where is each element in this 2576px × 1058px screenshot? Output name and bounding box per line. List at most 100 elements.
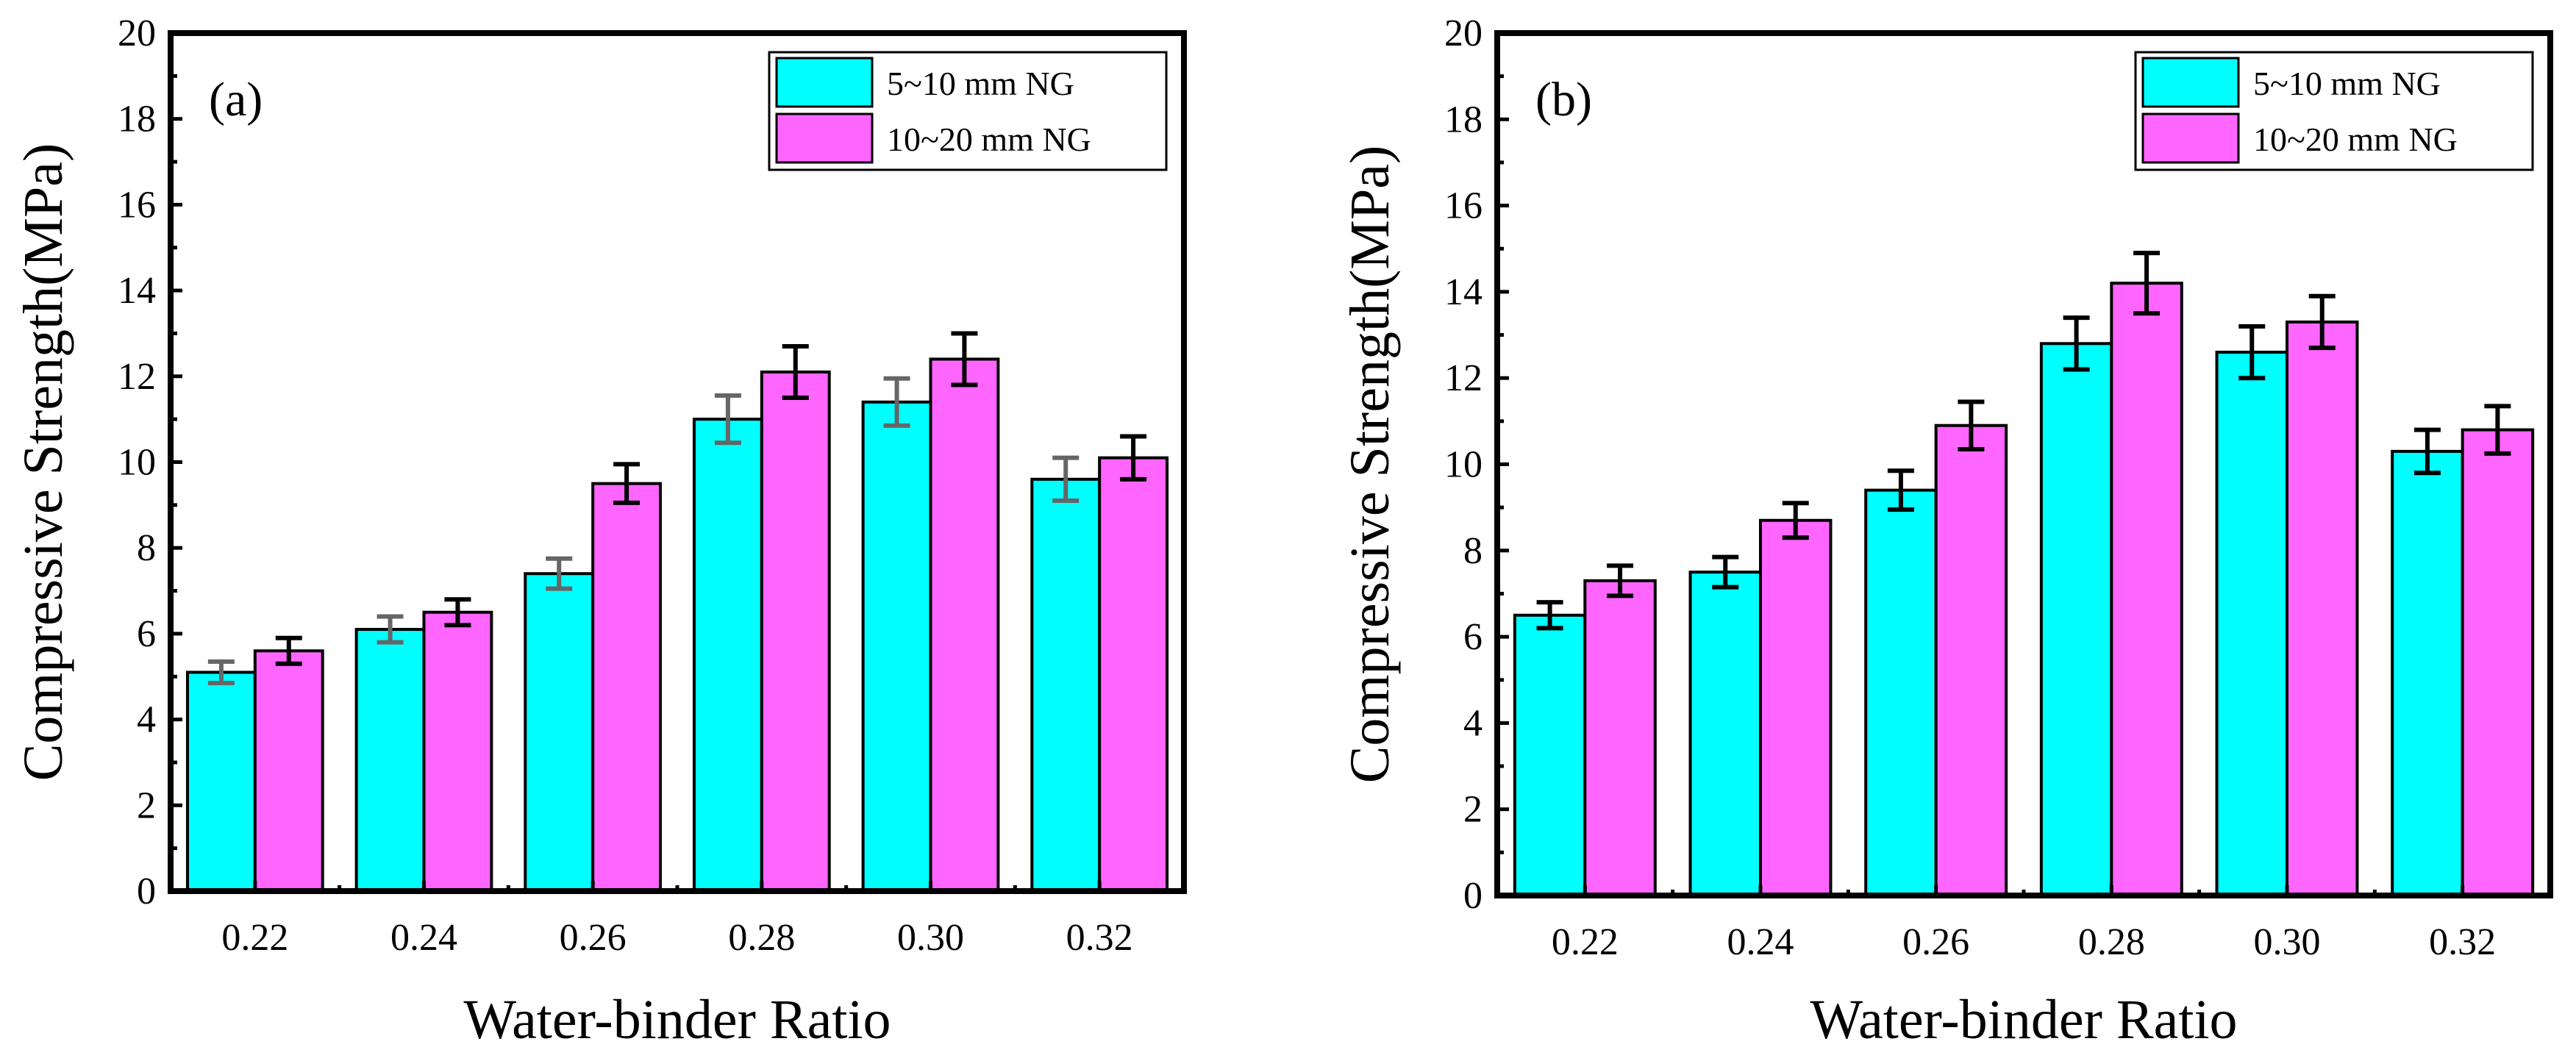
legend-label-10-20mm: 10~20 mm NG xyxy=(2253,121,2458,158)
legend-swatch-10-20mm xyxy=(775,112,874,164)
error-bar-5-10mm-0.30 xyxy=(883,376,910,428)
legend-label-5-10mm: 5~10 mm NG xyxy=(2253,65,2441,102)
error-bar-10-20mm-0.22 xyxy=(1607,563,1634,598)
bar-5-10mm-0.30 xyxy=(861,400,932,893)
bar-10-20mm-0.24 xyxy=(1759,518,1833,897)
y-tick-label: 10 xyxy=(1444,444,1483,486)
bar-5-10mm-0.26 xyxy=(524,572,595,893)
x-tick-label: 0.24 xyxy=(1727,921,1794,963)
bar-10-20mm-0.32 xyxy=(1098,456,1169,893)
legend: 5~10 mm NG 10~20 mm NG xyxy=(768,51,1168,171)
y-tick-label: 20 xyxy=(118,12,156,54)
error-bar-10-20mm-0.26 xyxy=(1958,399,1985,451)
x-ticks-group: 0.22 0.24 0.26 0.28 0.30 0.32 xyxy=(221,881,1133,959)
x-tick-label: 0.28 xyxy=(2078,921,2145,963)
error-bar-5-10mm-0.24 xyxy=(1712,554,1739,590)
legend-label-10-20mm: 10~20 mm NG xyxy=(887,121,1091,158)
y-tick-label: 2 xyxy=(1463,789,1483,831)
x-tick-label: 0.32 xyxy=(1066,917,1133,959)
x-ticks-group: 0.22 0.24 0.26 0.28 0.30 0.32 xyxy=(1552,885,2496,963)
x-tick-label: 0.26 xyxy=(560,917,627,959)
bar-5-10mm-0.30 xyxy=(2215,351,2289,897)
y-tick-label: 14 xyxy=(1444,271,1483,313)
y-tick-label: 4 xyxy=(1463,702,1483,744)
error-bar-5-10mm-0.28 xyxy=(2063,315,2090,372)
y-tick-label: 2 xyxy=(137,784,156,826)
error-bar-10-20mm-0.32 xyxy=(2484,404,2511,456)
error-bars-group xyxy=(1536,251,2511,631)
y-tick-label: 8 xyxy=(1463,530,1483,572)
y-tick-label: 12 xyxy=(1444,357,1483,399)
bar-10-20mm-0.22 xyxy=(253,649,324,893)
bar-10-20mm-0.22 xyxy=(1583,579,1657,897)
x-axis-title: Water-binder Ratio xyxy=(1810,989,2237,1051)
x-tick-label: 0.32 xyxy=(2429,921,2496,963)
y-tick-label: 16 xyxy=(118,184,156,226)
bar-10-20mm-0.30 xyxy=(2286,320,2359,897)
y-tick-label: 6 xyxy=(1463,616,1483,658)
bar-5-10mm-0.32 xyxy=(1030,477,1102,893)
x-tick-label: 0.28 xyxy=(728,917,795,959)
legend: 5~10 mm NG 10~20 mm NG xyxy=(2134,51,2534,171)
bar-10-20mm-0.26 xyxy=(1934,423,2008,897)
y-tick-label: 20 xyxy=(1444,12,1483,54)
bar-10-20mm-0.30 xyxy=(929,357,1000,893)
panel-label: (a) xyxy=(209,73,263,126)
error-bar-10-20mm-0.28 xyxy=(782,343,809,400)
error-bar-5-10mm-0.24 xyxy=(377,614,404,645)
bar-10-20mm-0.32 xyxy=(2461,428,2535,897)
bar-5-10mm-0.22 xyxy=(185,671,257,893)
legend-swatch-10-20mm xyxy=(2141,112,2240,164)
x-tick-label: 0.22 xyxy=(221,917,288,959)
x-tick-label: 0.30 xyxy=(2254,921,2321,963)
y-tick-label: 6 xyxy=(137,613,156,655)
bar-5-10mm-0.22 xyxy=(1513,613,1587,898)
y-tick-label: 18 xyxy=(118,99,156,140)
bars-group xyxy=(185,357,1169,893)
y-tick-label: 12 xyxy=(118,356,156,398)
plot-frame xyxy=(168,30,1187,894)
legend-label-5-10mm: 5~10 mm NG xyxy=(887,65,1074,102)
x-axis-title: Water-binder Ratio xyxy=(463,989,891,1051)
error-bar-5-10mm-0.22 xyxy=(1536,600,1563,631)
y-tick-label: 10 xyxy=(118,442,156,484)
y-ticks-group: 0 2 4 6 8 10 12 14 16 18 20 xyxy=(118,12,182,912)
error-bar-10-20mm-0.28 xyxy=(2133,251,2161,316)
bar-5-10mm-0.28 xyxy=(692,418,763,893)
error-bar-10-20mm-0.24 xyxy=(444,597,471,628)
x-tick-label: 0.26 xyxy=(1902,921,1969,963)
legend-swatch-5-10mm xyxy=(2141,57,2240,108)
error-bar-5-10mm-0.28 xyxy=(714,393,741,446)
error-bar-5-10mm-0.30 xyxy=(2238,324,2266,381)
y-tick-label: 4 xyxy=(137,699,156,741)
error-bar-5-10mm-0.32 xyxy=(2413,427,2441,476)
y-tick-label: 0 xyxy=(137,871,156,912)
error-bar-10-20mm-0.22 xyxy=(275,635,302,666)
bar-5-10mm-0.28 xyxy=(2039,342,2113,897)
y-tick-label: 14 xyxy=(118,270,156,312)
y-ticks-group: 0 2 4 6 8 10 12 14 16 18 20 xyxy=(1444,12,1509,917)
y-tick-label: 18 xyxy=(1444,99,1483,140)
bar-10-20mm-0.24 xyxy=(422,610,493,893)
bar-5-10mm-0.24 xyxy=(354,628,426,893)
error-bar-10-20mm-0.24 xyxy=(1782,501,1809,540)
error-bar-10-20mm-0.30 xyxy=(951,331,978,387)
error-bar-10-20mm-0.32 xyxy=(1120,434,1147,482)
bar-10-20mm-0.26 xyxy=(591,482,663,893)
x-tick-label: 0.30 xyxy=(897,917,964,959)
y-tick-label: 16 xyxy=(1444,185,1483,227)
bar-5-10mm-0.26 xyxy=(1864,488,1938,897)
bar-5-10mm-0.24 xyxy=(1688,571,1763,897)
plot-frame xyxy=(1494,30,2553,898)
error-bar-5-10mm-0.26 xyxy=(546,556,573,591)
y-tick-label: 8 xyxy=(137,527,156,569)
x-tick-label: 0.24 xyxy=(390,917,457,959)
legend-swatch-5-10mm xyxy=(775,57,874,108)
y-tick-label: 0 xyxy=(1463,875,1483,917)
error-bar-10-20mm-0.30 xyxy=(2308,293,2336,351)
y-axis-title: Compressive Strength(MPa) xyxy=(13,143,74,782)
bar-10-20mm-0.28 xyxy=(760,370,831,893)
